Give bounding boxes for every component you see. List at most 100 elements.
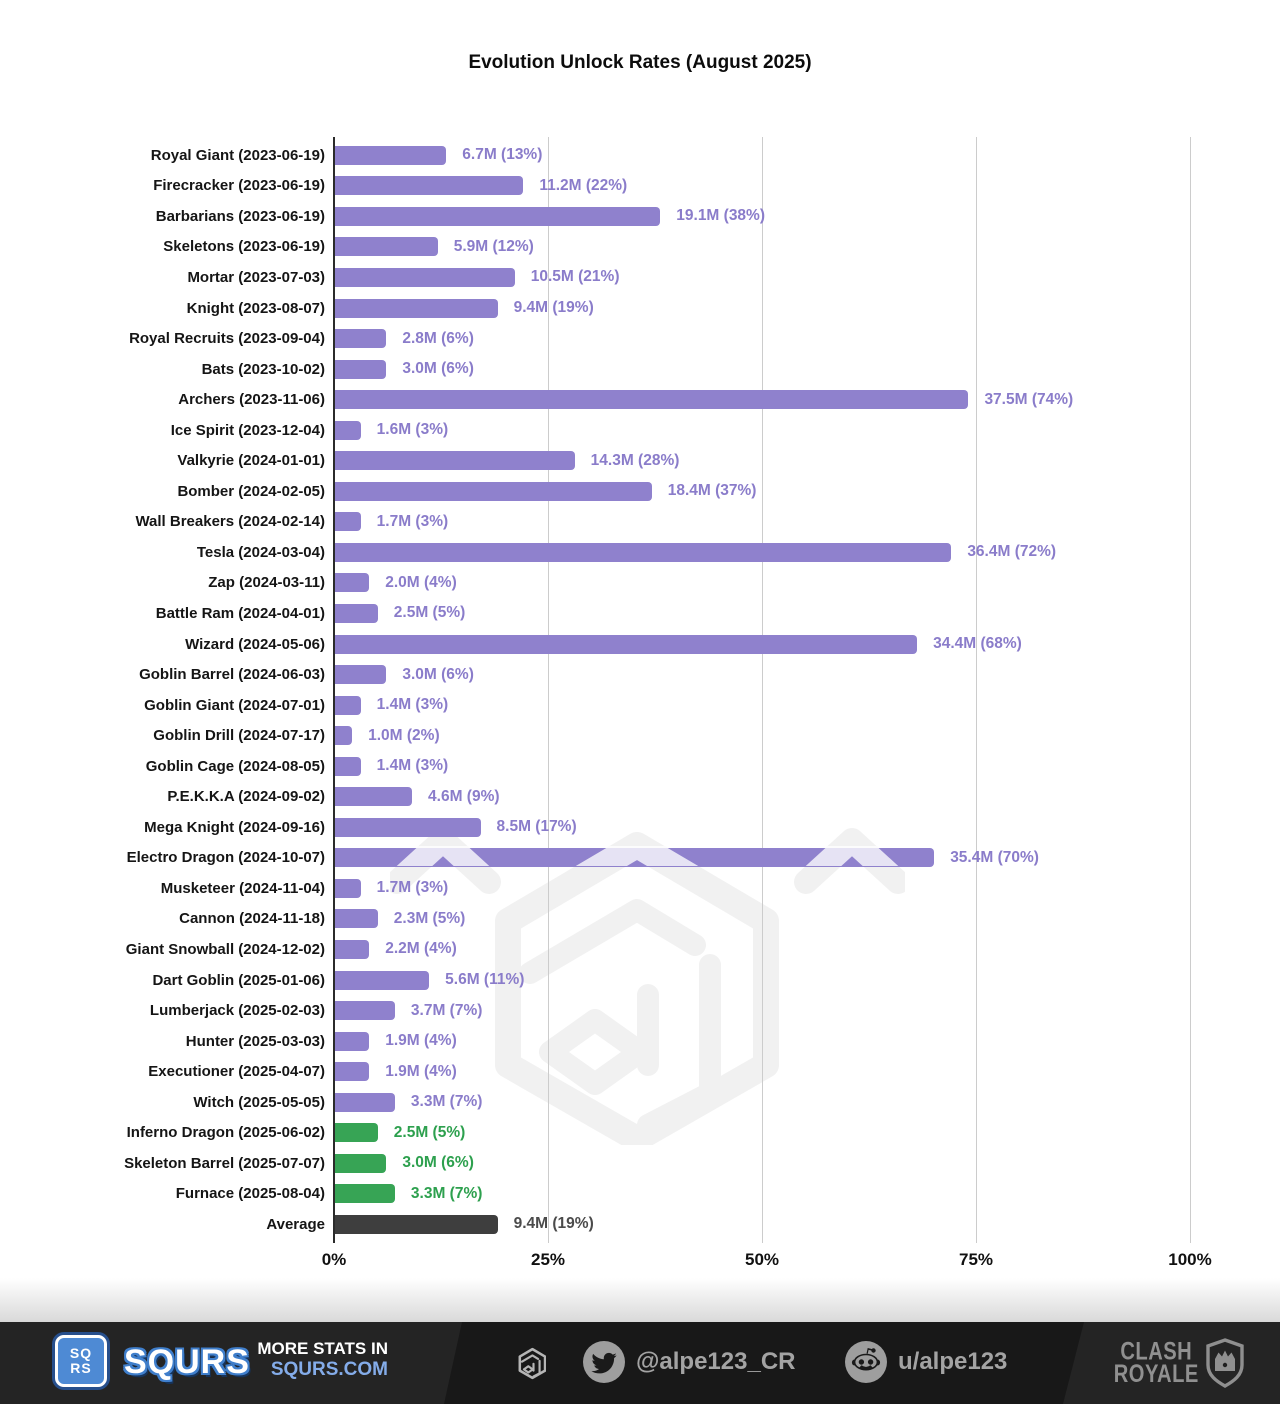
value-label: 2.5M (5%) <box>393 1123 466 1141</box>
gridline <box>976 137 977 1243</box>
category-label: Bats (2023-10-02) <box>201 360 325 378</box>
bar-evolution <box>335 695 361 715</box>
chart-row: Hunter (2025-03-03) 1.9M (4%) <box>0 1026 1280 1057</box>
value-label: 3.0M (6%) <box>402 665 474 683</box>
squrs-com-link[interactable]: SQURS.COM <box>270 1358 388 1380</box>
chart-row: Goblin Cage (2024-08-05) 1.4M (3%) <box>0 751 1280 782</box>
value-label: 3.0M (6%) <box>402 1154 474 1172</box>
value-label: 18.4M (37%) <box>667 482 757 500</box>
y-axis-line <box>333 137 335 1243</box>
category-label: Ice Spirit (2023-12-04) <box>170 421 325 439</box>
bar-rows: Royal Giant (2023-06-19) 6.7M (13%) Firecr… <box>0 140 1280 1240</box>
footer-right-panel <box>1063 1322 1280 1404</box>
category-label: Musketeer (2024-11-04) <box>160 879 325 897</box>
bar-evolution <box>335 634 918 654</box>
category-label: Wizard (2024-05-06) <box>185 635 325 653</box>
chart-row: Giant Snowball (2024-12-02) 2.2M (4%) <box>0 934 1280 965</box>
category-label: Firecracker (2023-06-19) <box>153 177 325 195</box>
category-label: Bomber (2024-02-05) <box>177 482 325 500</box>
category-label: Lumberjack (2025-02-03) <box>149 1002 325 1020</box>
chart-row: Furnace (2025-08-04) 3.3M (7%) <box>0 1179 1280 1210</box>
bar-average <box>335 1214 498 1234</box>
bar-evolution <box>335 451 575 471</box>
clash-royale-shield-icon <box>1204 1338 1246 1388</box>
squrs-logo-text-1: SQ <box>69 1344 93 1361</box>
value-label: 1.6M (3%) <box>376 421 449 439</box>
value-label: 1.9M (4%) <box>385 1062 457 1080</box>
value-label: 9.4M (19%) <box>513 1215 594 1233</box>
chart-row: P.E.K.K.A (2024-09-02) 4.6M (9%) <box>0 781 1280 812</box>
chart-row: Zap (2024-03-11) 2.0M (4%) <box>0 568 1280 599</box>
bar-evolution <box>335 878 361 898</box>
bar-recent <box>335 1184 395 1204</box>
bar-evolution <box>335 909 378 929</box>
chart-row: Bats (2023-10-02) 3.0M (6%) <box>0 354 1280 385</box>
x-axis: 0% 25% 50% 75% 100% <box>322 1250 1212 1274</box>
category-label: Executioner (2025-04-07) <box>148 1063 325 1081</box>
bar-evolution <box>335 817 481 837</box>
chart-row: Battle Ram (2024-04-01) 2.5M (5%) <box>0 598 1280 629</box>
value-label: 14.3M (28%) <box>590 451 680 469</box>
category-label: Goblin Drill (2024-07-17) <box>153 727 325 745</box>
x-tick-label: 50% <box>744 1250 780 1269</box>
bar-recent <box>335 1123 378 1143</box>
bar-evolution <box>335 970 430 990</box>
bar-evolution <box>335 1062 370 1082</box>
footer-fade-strip <box>0 1278 1280 1322</box>
category-label: Royal Giant (2023-06-19) <box>150 146 325 164</box>
bar-evolution <box>335 542 952 562</box>
value-label: 10.5M (21%) <box>530 268 620 286</box>
bar-evolution <box>335 787 413 807</box>
category-label: Skeleton Barrel (2025-07-07) <box>124 1154 325 1172</box>
value-label: 5.6M (11%) <box>445 971 525 989</box>
bar-evolution <box>335 665 387 685</box>
bar-evolution <box>335 145 447 165</box>
category-label: Average <box>266 1215 325 1233</box>
chart-row: Goblin Drill (2024-07-17) 1.0M (2%) <box>0 720 1280 751</box>
x-tick-label: 25% <box>530 1250 566 1269</box>
category-label: Furnace (2025-08-04) <box>175 1185 325 1203</box>
value-label: 1.9M (4%) <box>385 1032 457 1050</box>
bar-evolution <box>335 359 387 379</box>
clash-royale-text-2: ROYALE <box>1113 1360 1199 1388</box>
bar-evolution <box>335 603 378 623</box>
chart-row: Cannon (2024-11-18) 2.3M (5%) <box>0 904 1280 935</box>
category-label: Barbarians (2023-06-19) <box>155 207 325 225</box>
chart-row: Ice Spirit (2023-12-04) 1.6M (3%) <box>0 415 1280 446</box>
value-label: 37.5M (74%) <box>984 390 1074 408</box>
chart-row: Skeletons (2023-06-19) 5.9M (12%) <box>0 232 1280 263</box>
category-label: Goblin Giant (2024-07-01) <box>144 696 325 714</box>
value-label: 3.3M (7%) <box>410 1184 483 1202</box>
chart-row: Dart Goblin (2025-01-06) 5.6M (11%) <box>0 965 1280 996</box>
category-label: Electro Dragon (2024-10-07) <box>126 849 325 867</box>
value-label: 9.4M (19%) <box>513 299 594 316</box>
chart-row: Valkyrie (2024-01-01) 14.3M (28%) <box>0 445 1280 476</box>
category-label: Goblin Cage (2024-08-05) <box>145 757 325 775</box>
x-tick-label: 100% <box>1168 1250 1212 1269</box>
value-label: 1.4M (3%) <box>376 696 449 714</box>
category-label: Dart Goblin (2025-01-06) <box>152 971 325 989</box>
value-label: 2.3M (5%) <box>393 909 466 927</box>
value-label: 2.0M (4%) <box>385 573 457 591</box>
bar-evolution <box>335 1092 395 1112</box>
category-label: Wall Breakers (2024-02-14) <box>135 513 325 531</box>
category-label: Hunter (2025-03-03) <box>185 1032 325 1050</box>
twitter-handle[interactable]: @alpe123_CR <box>636 1348 796 1375</box>
category-label: P.E.K.K.A (2024-09-02) <box>167 788 325 806</box>
value-label: 19.1M (38%) <box>676 207 765 225</box>
squrs-logo-text-2: RS <box>70 1360 92 1376</box>
value-label: 4.6M (9%) <box>428 787 500 805</box>
value-label: 1.0M (2%) <box>368 726 440 744</box>
squrs-hexagon-icon <box>498 1337 546 1389</box>
bar-evolution <box>335 756 361 776</box>
x-tick-label: 75% <box>958 1250 994 1269</box>
reddit-handle[interactable]: u/alpe123 <box>898 1348 1008 1375</box>
clash-royale-text-1: CLASH <box>1120 1337 1193 1365</box>
category-label: Archers (2023-11-06) <box>178 391 325 409</box>
tagline-line1: MORE STATS IN <box>257 1339 388 1358</box>
category-label: Zap (2024-03-11) <box>208 574 325 592</box>
value-label: 11.2M (22%) <box>539 176 628 194</box>
value-label: 2.5M (5%) <box>393 604 466 622</box>
value-label: 3.7M (7%) <box>410 1001 483 1019</box>
bar-evolution <box>335 267 515 287</box>
